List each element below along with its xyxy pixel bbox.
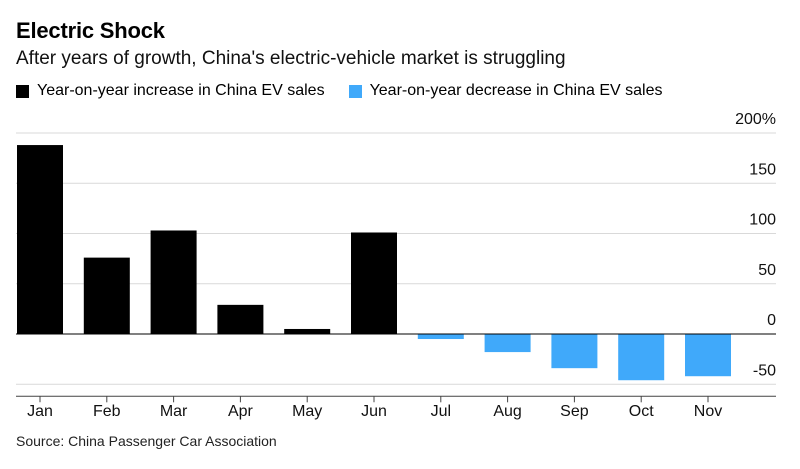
x-tick-label: Apr — [228, 403, 254, 420]
bar-feb — [83, 257, 130, 334]
legend-swatch-decrease — [348, 84, 362, 98]
bar-sep — [551, 334, 598, 369]
x-tick-label: Oct — [629, 403, 654, 420]
legend: Year-on-year increase in China EV sales … — [16, 82, 686, 100]
bar-nov — [685, 334, 731, 377]
legend-label-decrease: Year-on-year decrease in China EV sales — [369, 82, 663, 99]
bar-jun — [351, 232, 397, 334]
y-tick-label: 150 — [749, 161, 776, 178]
y-tick-label: 100 — [749, 212, 776, 229]
bar-jan — [17, 145, 63, 334]
legend-item-increase: Year-on-year increase in China EV sales — [16, 82, 325, 100]
x-tick-label: Jun — [361, 403, 387, 420]
bar-aug — [484, 334, 531, 353]
legend-item-decrease: Year-on-year decrease in China EV sales — [348, 82, 663, 100]
bar-jul — [417, 334, 464, 340]
chart-title: Electric Shock — [16, 18, 165, 43]
x-tick-label: Jan — [27, 403, 53, 420]
x-tick-label: Jul — [431, 403, 451, 420]
x-tick-label: Feb — [93, 403, 121, 420]
y-tick-label: 50 — [758, 262, 776, 279]
x-tick-label: Mar — [160, 403, 188, 420]
legend-swatch-increase — [16, 84, 29, 98]
bar-mar — [150, 230, 197, 334]
chart-subtitle: After years of growth, China's electric-… — [16, 48, 566, 69]
y-tick-label: -50 — [753, 362, 776, 379]
bar-apr — [217, 304, 264, 334]
x-tick-label: May — [292, 403, 322, 420]
legend-label-increase: Year-on-year increase in China EV sales — [37, 82, 325, 99]
y-tick-label: 0 — [767, 312, 776, 329]
source-note: Source: China Passenger Car Association — [16, 433, 277, 449]
x-tick-label: Sep — [560, 403, 589, 420]
x-tick-label: Nov — [694, 403, 722, 420]
bar-oct — [618, 334, 665, 381]
x-tick-label: Aug — [493, 403, 521, 420]
bar-may — [284, 328, 331, 334]
y-tick-label: 200% — [735, 111, 776, 128]
